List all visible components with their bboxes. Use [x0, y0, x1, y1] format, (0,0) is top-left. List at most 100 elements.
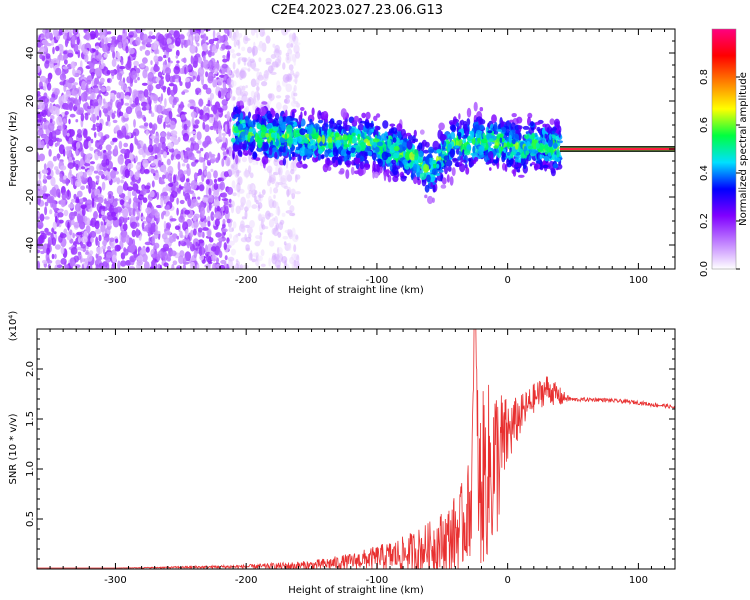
heatmap-cell: [98, 109, 102, 118]
heatmap-cell: [37, 65, 41, 74]
heatmap-cell: [289, 141, 292, 148]
heatmap-cell: [383, 171, 387, 182]
heatmap-cell: [428, 146, 434, 154]
heatmap-cell: [436, 163, 440, 169]
heatmap-cell: [197, 239, 204, 244]
heatmap-cell: [105, 85, 111, 92]
heatmap-cell: [105, 251, 113, 259]
colorbar-tick-label: 0.4: [699, 165, 710, 181]
heatmap-cell: [45, 60, 50, 64]
heatmap-cell: [202, 196, 209, 203]
heatmap-cell: [39, 53, 43, 59]
heatmap-cell: [116, 130, 122, 137]
heatmap-cell: [69, 229, 73, 236]
heatmap-cell: [241, 57, 248, 63]
heatmap-cell: [98, 96, 102, 106]
heatmap-cell: [405, 132, 412, 137]
heatmap-cell: [373, 115, 378, 122]
heatmap-cell: [549, 118, 555, 125]
heatmap-cell: [247, 184, 252, 191]
heatmap-cell: [192, 192, 196, 198]
heatmap-cell: [300, 111, 303, 120]
heatmap-cell: [202, 160, 206, 171]
heatmap-cell: [535, 142, 540, 150]
heatmap-cell: [199, 109, 204, 116]
heatmap-cell: [281, 212, 286, 217]
heatmap-cell: [506, 151, 511, 156]
heatmap-cell: [51, 237, 57, 246]
heatmap-cell: [302, 129, 307, 133]
heatmap-cell: [42, 178, 48, 184]
heatmap-cell: [182, 221, 189, 232]
heatmap-cell: [213, 178, 218, 184]
heatmap-cell: [449, 148, 455, 158]
heatmap-cell: [213, 196, 219, 200]
heatmap-cell: [255, 86, 260, 91]
heatmap-cell: [89, 230, 97, 239]
heatmap-cell: [105, 144, 112, 151]
heatmap-cell: [152, 94, 159, 102]
heatmap-cell: [131, 103, 137, 108]
heatmap-cell: [296, 136, 303, 143]
heatmap-cell: [270, 134, 276, 138]
heatmap-cell: [54, 129, 61, 136]
heatmap-cell: [68, 211, 75, 221]
heatmap-cell: [141, 253, 148, 263]
heatmap-cell: [162, 243, 169, 252]
heatmap-cell: [462, 137, 467, 144]
heatmap-cell: [135, 216, 140, 221]
heatmap-cell: [154, 154, 158, 160]
heatmap-cell: [270, 71, 277, 75]
snr-plot-area: [37, 329, 675, 569]
heatmap-cell: [221, 99, 228, 106]
spectrogram-ylabel: Frequency (Hz): [8, 111, 19, 187]
heatmap-cell: [142, 57, 148, 64]
heatmap-cell: [152, 123, 158, 131]
heatmap-cell: [171, 264, 175, 269]
heatmap-cell: [93, 79, 98, 87]
heatmap-cell: [221, 90, 227, 97]
heatmap-cell: [206, 171, 212, 181]
heatmap-cell: [165, 124, 171, 128]
heatmap-cell: [247, 68, 251, 72]
heatmap-cell: [165, 238, 169, 244]
heatmap-cell: [98, 144, 103, 151]
heatmap-cell: [180, 209, 184, 215]
heatmap-cell: [223, 171, 229, 178]
heatmap-cell: [261, 216, 266, 223]
heatmap-cell: [37, 212, 41, 217]
heatmap-cell: [198, 184, 205, 192]
heatmap-cell: [139, 45, 143, 52]
heatmap-cell: [71, 35, 75, 45]
heatmap-cell: [46, 231, 52, 236]
heatmap-cell: [122, 208, 129, 219]
heatmap-cell: [207, 99, 211, 107]
heatmap-cell: [163, 220, 167, 229]
heatmap-cell: [418, 150, 424, 157]
heatmap-cell: [351, 132, 356, 137]
heatmap-cell: [194, 119, 200, 125]
heatmap-cell: [199, 254, 205, 261]
heatmap-cell: [117, 41, 123, 49]
x-tick-label: -200: [235, 575, 258, 586]
heatmap-cell: [368, 123, 374, 127]
heatmap-cell: [192, 142, 200, 151]
heatmap-cell: [325, 149, 333, 153]
heatmap-cell: [226, 149, 230, 155]
heatmap-cell: [149, 86, 152, 96]
heatmap-cell: [42, 117, 47, 123]
heatmap-cell: [436, 149, 442, 154]
heatmap-cell: [100, 63, 105, 70]
heatmap-cell: [261, 101, 268, 105]
heatmap-cell: [520, 153, 526, 159]
heatmap-cell: [98, 170, 104, 176]
heatmap-cell: [261, 189, 266, 196]
heatmap-cell: [286, 29, 291, 33]
heatmap-cell: [167, 57, 171, 63]
heatmap-cell: [218, 250, 223, 258]
heatmap-cell: [339, 168, 345, 174]
heatmap-cell: [556, 140, 563, 144]
heatmap-cell: [534, 121, 541, 125]
heatmap-cell: [181, 163, 186, 167]
